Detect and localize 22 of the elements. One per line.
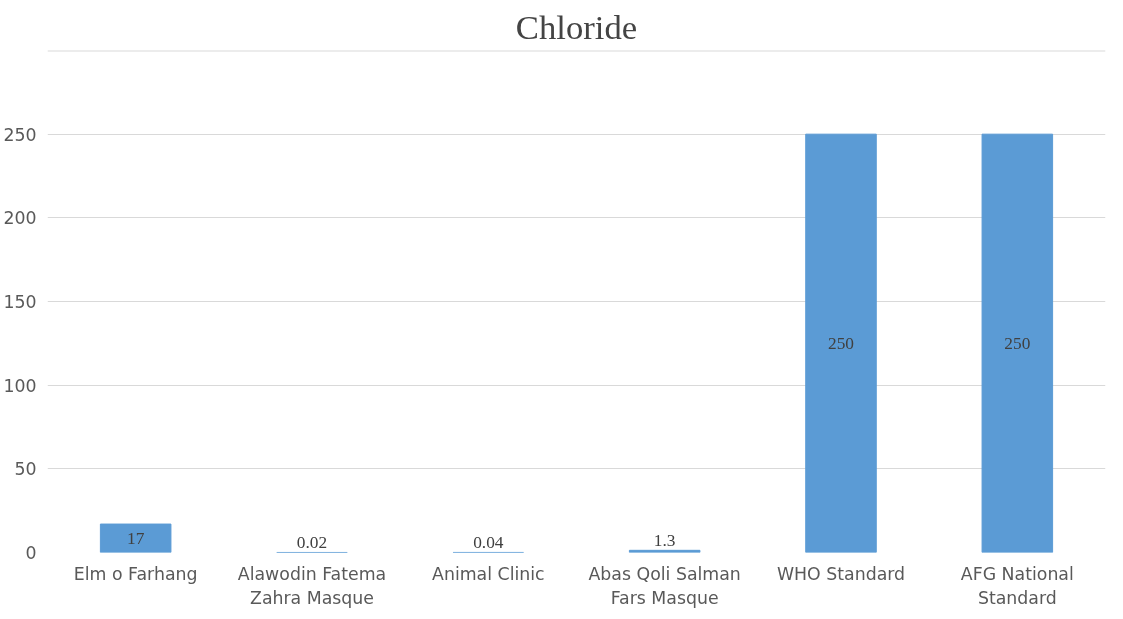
bar xyxy=(981,133,1054,553)
data-label: 17 xyxy=(127,528,145,548)
x-tick-label: Alawodin Fatema Zahra Masque xyxy=(237,563,387,608)
bar xyxy=(805,133,877,553)
x-tick-label: AFG National Standard xyxy=(960,563,1074,608)
data-label: 250 xyxy=(1004,333,1031,353)
data-label: 0.04 xyxy=(473,533,504,553)
x-tick-label: Abas Qoli Salman Fars Masque xyxy=(588,563,741,608)
y-tick-label: 100 xyxy=(3,375,37,396)
x-tick-label: Animal Clinic xyxy=(432,563,545,584)
data-label: 1.3 xyxy=(653,531,676,551)
y-tick-label: 0 xyxy=(25,543,37,563)
x-tick-label: WHO Standard xyxy=(776,563,906,584)
x-tick-label: Elm o Farhang xyxy=(73,563,198,584)
bar xyxy=(99,523,172,553)
y-tick-label: 150 xyxy=(3,292,37,312)
data-label: 0.02 xyxy=(296,533,328,553)
chart-title: Chloride xyxy=(515,7,638,46)
y-tick-label: 50 xyxy=(14,459,37,480)
y-tick-label: 250 xyxy=(3,124,37,145)
data-label: 250 xyxy=(828,333,854,353)
y-tick-label: 200 xyxy=(3,208,37,229)
